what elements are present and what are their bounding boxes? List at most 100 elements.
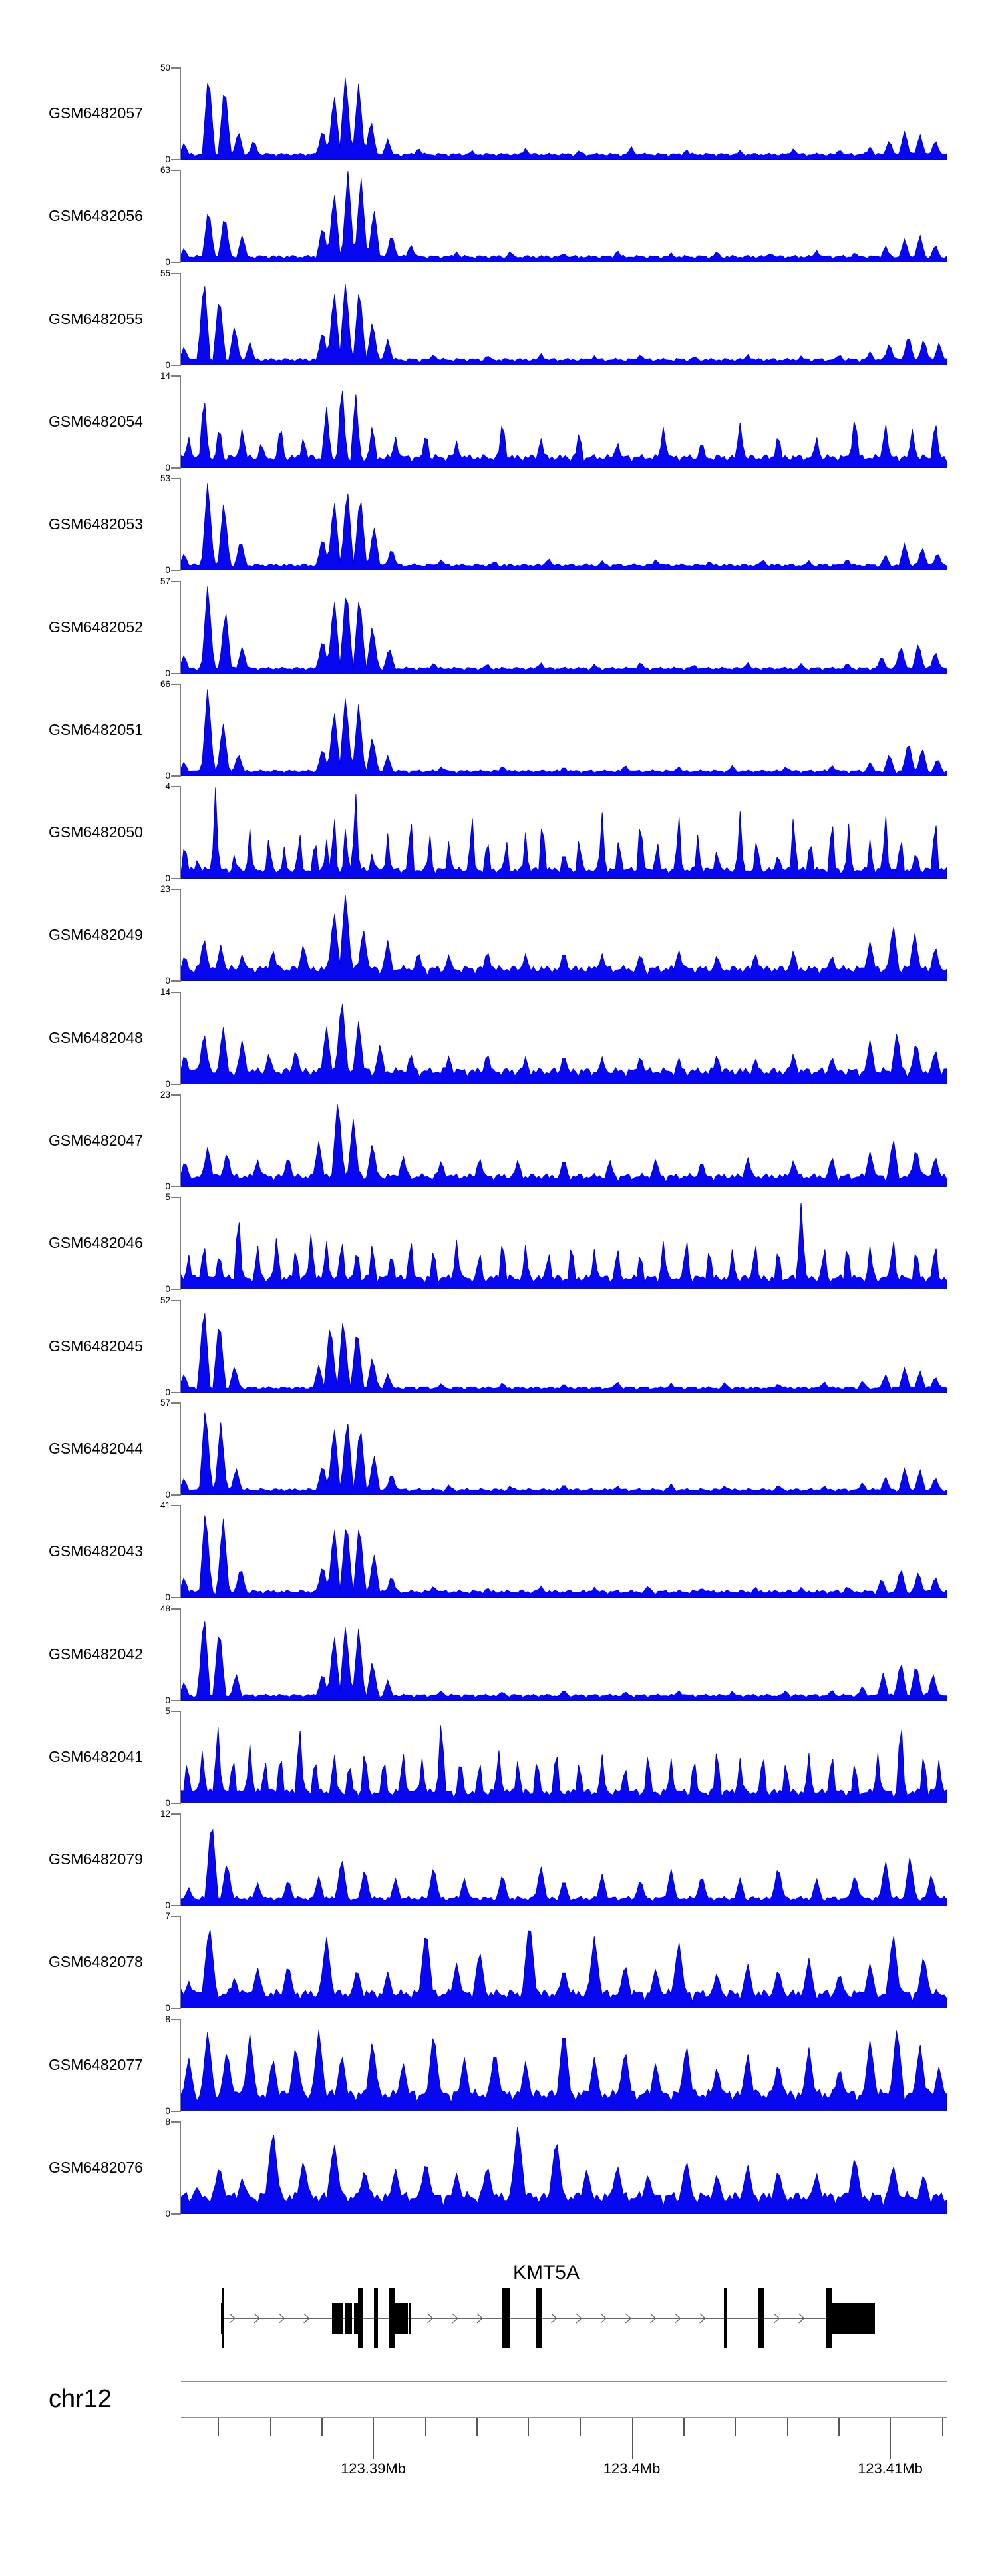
coverage-signal-polygon bbox=[181, 689, 947, 776]
coverage-signal-polygon bbox=[181, 1412, 947, 1495]
y-axis-top-tick bbox=[171, 1608, 181, 1610]
track-sample-label: GSM6482042 bbox=[49, 1645, 143, 1663]
strand-arrow-icon bbox=[229, 2313, 236, 2324]
strand-arrow-icon bbox=[476, 2313, 483, 2324]
coverage-signal-polygon bbox=[181, 283, 947, 365]
track-sample-label: GSM6482044 bbox=[49, 1439, 143, 1457]
coverage-area-chart bbox=[181, 689, 947, 776]
y-axis-bottom-tick bbox=[171, 1186, 181, 1187]
exon-box-utr bbox=[354, 2303, 359, 2334]
track-ymax-value: 8 bbox=[165, 2014, 170, 2024]
y-axis-bottom-tick bbox=[171, 2213, 181, 2215]
track-ymax-value: 50 bbox=[160, 63, 170, 73]
axis-major-tick bbox=[890, 2418, 892, 2459]
y-axis-line bbox=[180, 1300, 181, 1393]
y-axis-bottom-tick bbox=[171, 1905, 181, 1907]
coverage-signal-polygon bbox=[181, 586, 947, 674]
y-axis-bottom-tick bbox=[171, 1699, 181, 1701]
y-axis-top-tick bbox=[171, 1402, 181, 1404]
track-ymax-value: 5 bbox=[165, 1705, 170, 1716]
track-ymin-value: 0 bbox=[165, 154, 170, 164]
y-axis-bottom-tick bbox=[171, 1083, 181, 1085]
coverage-area-chart bbox=[181, 1725, 947, 1803]
coverage-signal-polygon bbox=[181, 1828, 947, 1906]
coverage-signal-polygon bbox=[181, 2030, 947, 2111]
track-ymax-value: 66 bbox=[160, 678, 170, 689]
coverage-signal-polygon bbox=[181, 390, 947, 468]
track-ymax-value: 57 bbox=[160, 576, 170, 586]
exon-box-coding bbox=[374, 2288, 378, 2348]
coverage-area-chart bbox=[181, 1104, 947, 1187]
coverage-area-chart bbox=[181, 171, 947, 263]
y-axis-top-tick bbox=[171, 478, 181, 480]
axis-minor-tick bbox=[476, 2418, 478, 2436]
y-axis-bottom-tick bbox=[171, 1802, 181, 1804]
track-ymin-value: 0 bbox=[165, 1387, 170, 1397]
axis-minor-tick bbox=[269, 2418, 271, 2436]
y-axis-bottom-tick bbox=[171, 2110, 181, 2112]
strand-arrow-icon bbox=[303, 2313, 310, 2324]
y-axis-bottom-tick bbox=[171, 1494, 181, 1496]
y-axis-line bbox=[180, 1402, 181, 1495]
coverage-signal-polygon bbox=[181, 171, 947, 263]
y-axis-bottom-tick bbox=[171, 878, 181, 880]
y-axis-top-tick bbox=[171, 272, 181, 274]
axis-major-tick bbox=[631, 2418, 633, 2459]
y-axis-line bbox=[180, 2019, 181, 2111]
track-sample-label: GSM6482076 bbox=[49, 2159, 143, 2176]
coverage-signal-polygon bbox=[181, 1930, 947, 2009]
track-ymax-value: 55 bbox=[160, 268, 170, 278]
track-ymax-value: 23 bbox=[160, 1090, 170, 1100]
strand-arrow-icon bbox=[253, 2313, 261, 2324]
track-sample-label: GSM6482051 bbox=[49, 720, 143, 738]
y-axis-bottom-tick bbox=[171, 2008, 181, 2010]
track-ymin-value: 0 bbox=[165, 770, 170, 781]
y-axis-bottom-tick bbox=[171, 570, 181, 572]
track-ymin-value: 0 bbox=[165, 462, 170, 473]
axis-minor-tick bbox=[321, 2418, 323, 2436]
track-ymin-value: 0 bbox=[165, 1284, 170, 1295]
track-sample-label: GSM6482045 bbox=[49, 1337, 143, 1355]
track-sample-label: GSM6482078 bbox=[49, 1953, 143, 1971]
axis-minor-tick bbox=[941, 2418, 943, 2436]
chromosome-label: chr12 bbox=[49, 2385, 112, 2413]
coverage-area-chart bbox=[181, 787, 947, 879]
track-ymax-value: 5 bbox=[165, 1192, 170, 1203]
coverage-signal-polygon bbox=[181, 895, 947, 982]
track-sample-label: GSM6482047 bbox=[49, 1132, 143, 1149]
y-axis-line bbox=[180, 273, 181, 365]
track-ymin-value: 0 bbox=[165, 1592, 170, 1603]
track-sample-label: GSM6482057 bbox=[49, 105, 143, 122]
gene-name-label: KMT5A bbox=[512, 2262, 580, 2284]
track-ymax-value: 41 bbox=[160, 1500, 170, 1511]
track-ymin-value: 0 bbox=[165, 1900, 170, 1911]
exon-box-coding bbox=[758, 2288, 764, 2348]
y-axis-bottom-tick bbox=[171, 467, 181, 469]
coverage-signal-polygon bbox=[181, 787, 947, 879]
gene-model-track bbox=[221, 2288, 875, 2348]
y-axis-bottom-tick bbox=[171, 1597, 181, 1599]
axis-tick-label: 123.4Mb bbox=[603, 2460, 661, 2477]
track-sample-label: GSM6482055 bbox=[49, 310, 143, 327]
y-axis-line bbox=[180, 684, 181, 776]
track-sample-label: GSM6482077 bbox=[49, 2055, 143, 2073]
y-axis-top-tick bbox=[171, 1197, 181, 1199]
axis-major-tick bbox=[373, 2418, 375, 2459]
y-axis-line bbox=[180, 1197, 181, 1290]
coverage-area-chart bbox=[181, 283, 947, 365]
y-axis-line bbox=[180, 1506, 181, 1598]
y-axis-top-tick bbox=[171, 580, 181, 582]
track-ymax-value: 14 bbox=[160, 986, 170, 997]
track-ymin-value: 0 bbox=[165, 359, 170, 370]
strand-arrow-icon bbox=[699, 2313, 706, 2324]
coverage-area-chart bbox=[181, 586, 947, 674]
coverage-signal-polygon bbox=[181, 1003, 947, 1084]
exon-box-coding bbox=[536, 2288, 542, 2348]
y-axis-top-tick bbox=[171, 991, 181, 993]
track-ymax-value: 7 bbox=[165, 1911, 170, 1922]
y-axis-top-tick bbox=[171, 683, 181, 685]
track-ymin-value: 0 bbox=[165, 873, 170, 884]
coverage-area-chart bbox=[181, 2030, 947, 2111]
y-axis-top-tick bbox=[171, 1710, 181, 1712]
coverage-area-chart bbox=[181, 77, 947, 160]
